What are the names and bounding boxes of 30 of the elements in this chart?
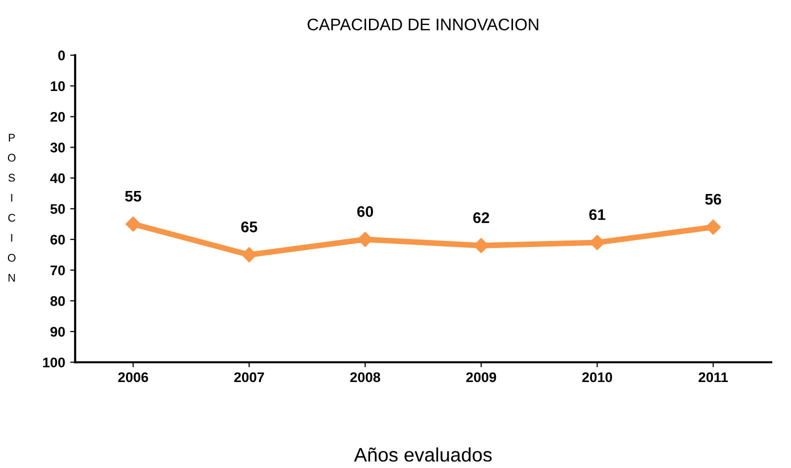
y-tick-label: 60 xyxy=(50,234,65,245)
data-label: 61 xyxy=(589,209,606,220)
y-tick-label: 20 xyxy=(50,112,65,122)
y-tick-label: 90 xyxy=(50,326,65,337)
data-label: 55 xyxy=(125,190,142,202)
data-label: 65 xyxy=(241,221,258,232)
y-tick-label: 0 xyxy=(58,50,65,60)
x-tick-label: 2011 xyxy=(698,372,728,382)
data-label: 62 xyxy=(473,212,490,224)
x-tick-label: 2010 xyxy=(582,372,612,382)
y-tick-label: 50 xyxy=(50,204,65,214)
data-label: 56 xyxy=(705,194,722,205)
y-axis-title: POSICION xyxy=(8,134,16,282)
x-tick-label: 2007 xyxy=(234,372,264,382)
y-tick-label: 100 xyxy=(43,358,65,368)
y-tick-label: 10 xyxy=(50,81,65,92)
point xyxy=(706,220,721,235)
x-tick-label: 2008 xyxy=(350,372,380,382)
y-tick-label: 80 xyxy=(50,296,65,306)
x-tick-label: 2006 xyxy=(118,372,148,382)
point xyxy=(590,234,605,250)
data-label: 60 xyxy=(357,206,374,217)
chart-title: CAPACIDAD DE INNOVACION xyxy=(308,18,538,30)
y-tick-label: 30 xyxy=(50,142,65,153)
x-axis-title: Años evaluados xyxy=(354,447,492,462)
y-tick-label: 70 xyxy=(50,265,65,276)
point xyxy=(242,247,257,262)
y-tick-label: 40 xyxy=(50,173,65,184)
point xyxy=(126,216,141,232)
x-tick-label: 2009 xyxy=(466,372,496,382)
